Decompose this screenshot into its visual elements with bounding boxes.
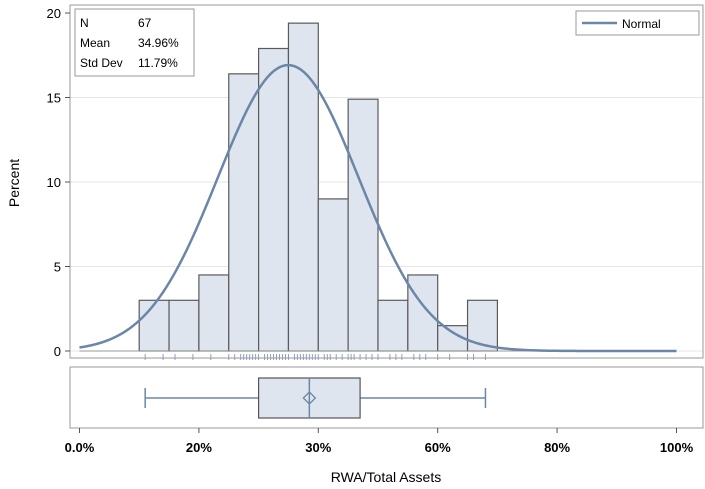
y-axis-ticks: 0 5 10 15 20	[47, 6, 70, 359]
x-tick-label: 30%	[305, 440, 331, 455]
y-tick-label: 5	[54, 260, 61, 275]
x-tick-label: 60%	[425, 440, 451, 455]
stat-value: 11.79%	[138, 56, 178, 70]
histogram-bar	[198, 274, 230, 352]
x-axis-label: RWA/Total Assets	[331, 469, 441, 485]
normal-curve-line	[79, 63, 677, 353]
x-axis-ticks: 0.0% 20% 30% 60% 80% 100%	[65, 428, 694, 455]
x-tick-label: 0.0%	[65, 440, 95, 455]
y-tick-label: 10	[47, 175, 61, 190]
histogram-bar	[287, 22, 319, 352]
stat-value: 67	[138, 16, 152, 30]
legend-label: Normal	[622, 17, 661, 31]
rug-marks	[144, 354, 486, 360]
legend: Normal	[575, 10, 700, 36]
histogram-bar	[168, 299, 200, 352]
stat-value: 34.96%	[138, 36, 179, 50]
histogram-bars	[79, 22, 677, 352]
y-tick-label: 15	[47, 91, 61, 106]
boxplot	[144, 377, 487, 419]
normal-curve-layer	[79, 63, 677, 353]
stats-inset: N 67 Mean 34.96% Std Dev 11.79%	[74, 8, 195, 77]
x-tick-label: 100%	[660, 440, 694, 455]
stat-label: Mean	[80, 36, 110, 50]
mean-diamond	[302, 391, 317, 405]
boxplot-frame	[69, 366, 704, 429]
x-tick-label: 80%	[544, 440, 570, 455]
y-axis-label: Percent	[6, 159, 22, 207]
x-tick-label: 20%	[186, 440, 212, 455]
stats-inset-box	[74, 8, 195, 77]
histogram-bar	[138, 299, 170, 352]
histogram-bar	[347, 98, 379, 352]
histogram-bar	[258, 47, 290, 352]
histogram-bar	[407, 274, 439, 352]
stat-label: Std Dev	[80, 56, 123, 70]
y-tick-label: 20	[47, 6, 61, 21]
histogram-bar	[377, 299, 409, 352]
histogram-bar	[228, 73, 260, 352]
histogram-bar	[317, 198, 349, 352]
y-tick-label: 0	[54, 344, 61, 359]
stat-label: N	[80, 16, 89, 30]
